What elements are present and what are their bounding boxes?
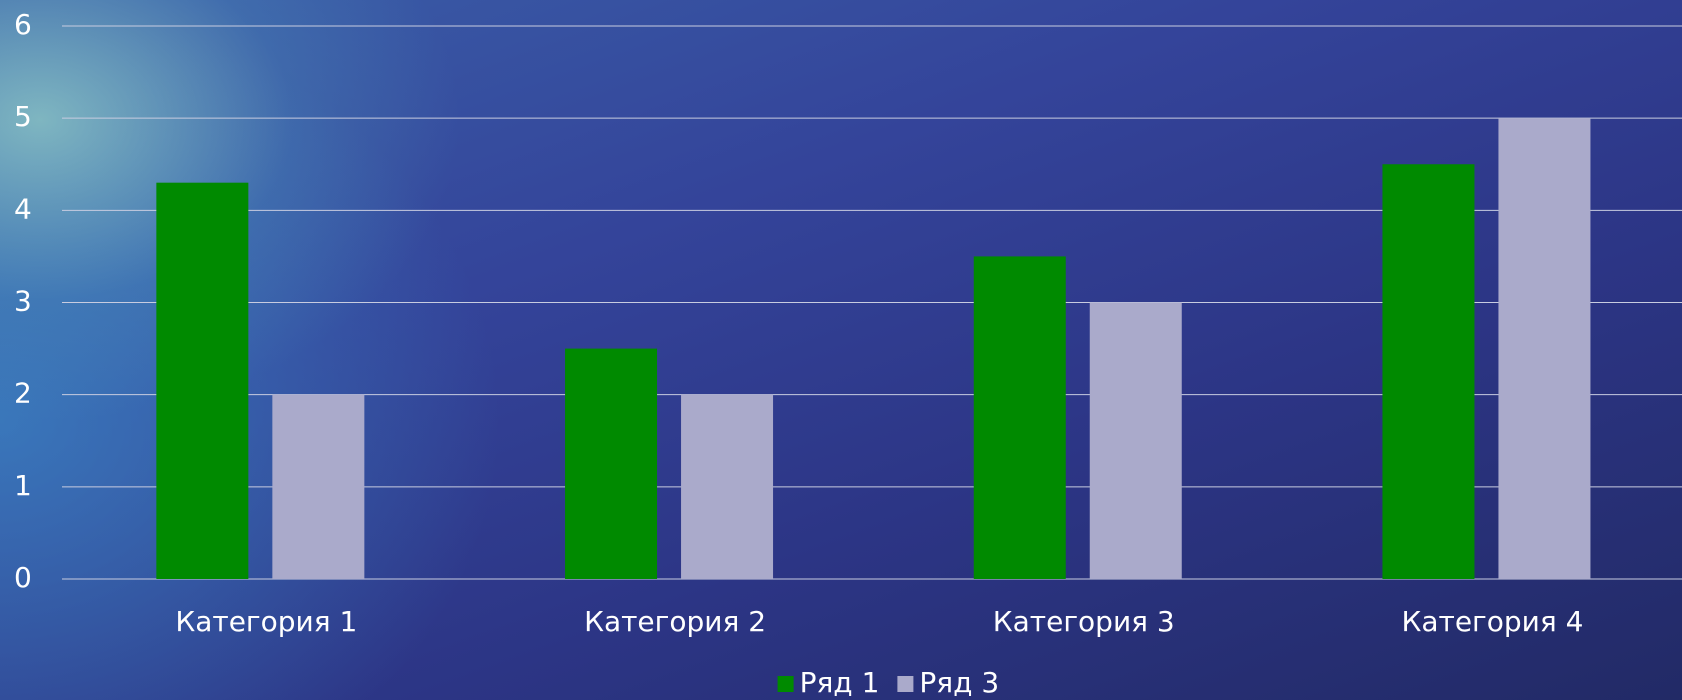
legend-label: Ряд 3 — [919, 666, 999, 699]
x-tick-label: Категория 2 — [584, 605, 766, 638]
y-tick-label: 1 — [14, 469, 32, 502]
bar — [1382, 164, 1474, 579]
bar — [156, 183, 248, 579]
y-tick-label: 6 — [14, 8, 32, 41]
x-tick-label: Категория 1 — [175, 605, 357, 638]
x-tick-label: Категория 3 — [993, 605, 1175, 638]
legend-label: Ряд 1 — [800, 666, 880, 699]
bar — [1498, 118, 1590, 579]
legend-swatch — [897, 676, 913, 692]
bar — [1090, 303, 1182, 580]
y-tick-label: 4 — [14, 192, 32, 225]
bar — [272, 395, 364, 579]
chart: 0 1 2 3 4 5 6 Категория 1 Категория 2 Категория 3… — [0, 0, 1682, 700]
bar — [565, 349, 657, 579]
bar — [974, 256, 1066, 579]
y-tick-label: 0 — [14, 561, 32, 594]
y-tick-label: 3 — [14, 285, 32, 318]
page: {"chart_data": {"type": "bar", "categori… — [0, 0, 1682, 700]
bar — [681, 395, 773, 579]
y-tick-label: 2 — [14, 377, 32, 410]
x-tick-label: Категория 4 — [1401, 605, 1583, 638]
y-tick-label: 5 — [14, 100, 32, 133]
legend-swatch — [778, 676, 794, 692]
